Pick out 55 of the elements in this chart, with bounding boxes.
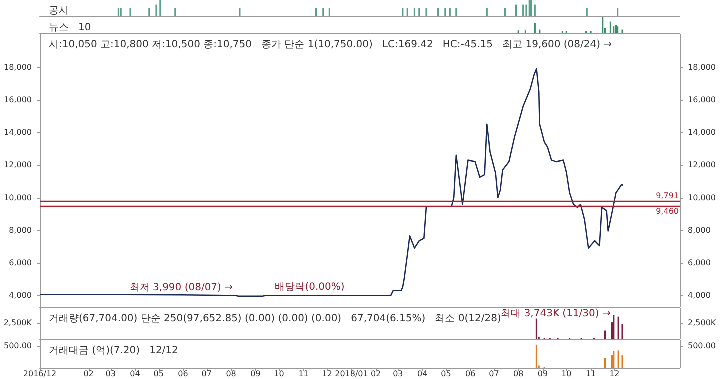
x-tick-label: 04 <box>130 370 140 378</box>
y-tick-label: 14,000 <box>688 128 716 138</box>
x-tick-label: 12 <box>322 370 332 378</box>
text: 10,000 <box>4 193 32 202</box>
chart-title: 거래량(67,704.00) 단순 250(97,652.85) (0.00) (0.00) (0.00) 67,704(6.15%) 최소 0(12/28) <box>49 314 502 324</box>
line-series <box>39 68 624 298</box>
y-tick-label: 10,000 <box>688 193 716 202</box>
x-tick-label: 06 <box>466 370 476 378</box>
x-tick-label: 02 <box>84 370 94 378</box>
chart-title: 뉴스 10 <box>49 22 92 34</box>
y-tick-label: 500.00 <box>688 341 716 350</box>
x-tick-label: 11 <box>298 370 309 378</box>
x-tick-label: 08 <box>226 370 236 378</box>
x-tick-label: 2018/01 <box>335 370 368 378</box>
text: 18,000 <box>4 62 32 72</box>
text: 14,000 <box>4 128 32 138</box>
chart-title: 거래대금 (억)(7.20) 12/12 <box>49 346 178 356</box>
x-tick-label: 05 <box>441 370 452 378</box>
y-tick-label: 6,000 <box>688 258 711 268</box>
x-tick-label: 2016/12 <box>23 370 57 378</box>
x-tick-label: 08 <box>514 370 524 378</box>
y-tick-label: 2,500K <box>688 318 717 328</box>
ref-line-label: 9,791 <box>656 192 679 201</box>
text: 12,000 <box>4 160 32 170</box>
y-tick-label: 8,000 <box>688 226 711 235</box>
annotation: 최대 3,743K (11/30) → <box>501 308 611 320</box>
text: 공시 <box>49 6 69 16</box>
x-tick-label: 06 <box>178 370 188 378</box>
text: 500.00 <box>4 341 32 350</box>
x-tick-label: 03 <box>393 370 404 378</box>
x-tick-label: 10 <box>274 370 284 378</box>
annotation: 최저 3,990 (08/07) → <box>130 282 234 294</box>
ref-line-label: 9,460 <box>656 207 679 216</box>
chart-title: 시:10,050 고:10,800 저:10,500 종:10,750 종가 단순 1(10,750.00) LC:169.42 HC:-45.15 최고 19,600 (08/24) → <box>49 40 612 50</box>
y-tick-label: 18,000 <box>688 62 716 72</box>
y-tick-label: 16,000 <box>688 96 716 105</box>
annotation: 배당락(0.00%) <box>275 282 345 294</box>
x-tick-label: 07 <box>489 370 500 378</box>
x-tick-label: 11 <box>586 370 596 378</box>
x-tick-label: 12 <box>610 370 620 378</box>
text: 16,000 <box>4 96 32 105</box>
text: 4,000 <box>9 291 32 300</box>
text: 6,000 <box>9 258 32 268</box>
x-tick-label: 07 <box>202 370 212 378</box>
text: 2,500K <box>4 318 32 328</box>
x-tick-label: 03 <box>106 370 116 378</box>
x-tick-label: 10 <box>562 370 572 378</box>
x-tick-label: 04 <box>417 370 428 378</box>
text: 8,000 <box>9 226 32 235</box>
x-tick-label: 05 <box>154 370 164 378</box>
x-tick-label: 02 <box>371 370 382 378</box>
y-tick-label: 12,000 <box>688 160 716 170</box>
x-tick-label: 09 <box>250 370 261 378</box>
y-tick-label: 4,000 <box>688 291 711 300</box>
x-tick-label: 09 <box>538 370 548 378</box>
